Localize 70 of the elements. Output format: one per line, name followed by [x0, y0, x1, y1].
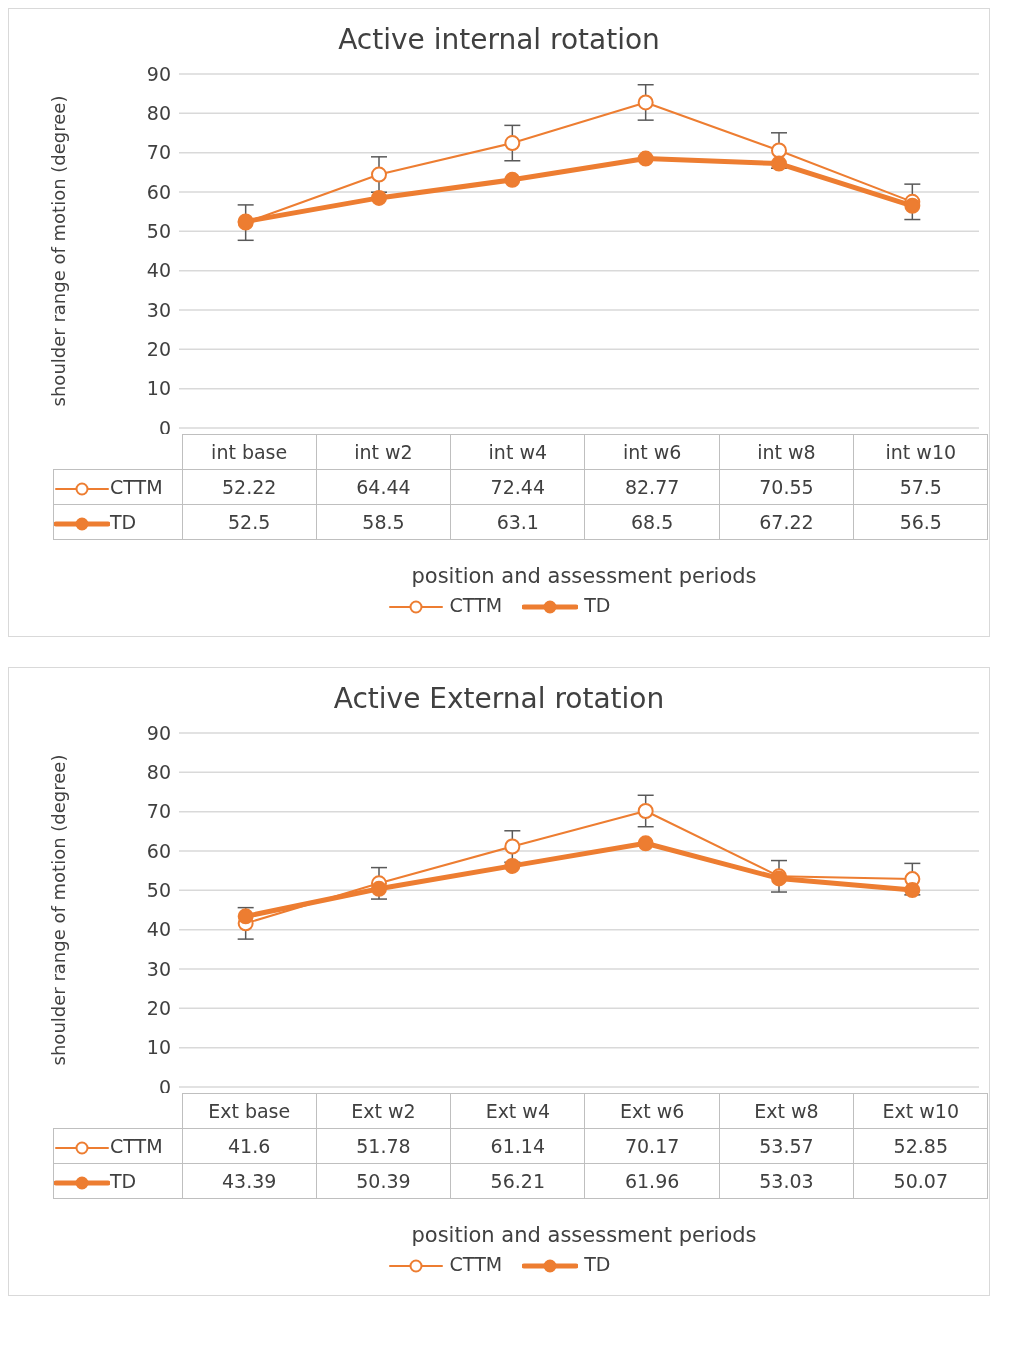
data-label: 61.96 — [584, 1163, 720, 1199]
data-label: 58.5 — [316, 504, 451, 540]
x-tick-label: Ext w4 — [450, 1093, 585, 1129]
data-label: 52.85 — [853, 1128, 988, 1164]
y-tick-label: 80 — [146, 761, 171, 784]
data-label: 50.07 — [853, 1163, 988, 1199]
y-tick-label: 60 — [146, 180, 171, 203]
chart-title: Active External rotation — [332, 682, 666, 715]
chart-title: Active internal rotation — [337, 23, 661, 56]
y-tick-label: 90 — [146, 721, 171, 744]
data-label: 50.39 — [316, 1163, 451, 1199]
data-label: 70.55 — [719, 469, 854, 505]
y-tick-label: 70 — [146, 141, 171, 164]
x-axis-title: position and assessment periods — [410, 564, 758, 588]
x-axis-title: position and assessment periods — [410, 1223, 758, 1247]
x-tick-label: int w4 — [450, 434, 585, 470]
x-tick-label: Ext w2 — [316, 1093, 451, 1129]
x-tick-label: Ext w6 — [584, 1093, 720, 1129]
y-tick-label: 30 — [146, 957, 171, 980]
legend-label: TD — [53, 1163, 182, 1199]
y-tick-label: 20 — [146, 997, 171, 1020]
data-label: 64.44 — [316, 469, 451, 505]
x-tick-label: int w2 — [316, 434, 451, 470]
data-label: 52.5 — [182, 504, 317, 540]
y-tick-label: 50 — [146, 879, 171, 902]
x-tick-label: int w10 — [853, 434, 988, 470]
x-tick-label: Ext w8 — [719, 1093, 854, 1129]
text: CTTM — [449, 1253, 503, 1275]
y-tick-label: 20 — [146, 338, 171, 361]
text: CTTM — [449, 594, 503, 616]
data-label: 52.22 — [182, 469, 317, 505]
y-axis-title: shoulder range of motion (degree) — [48, 95, 70, 407]
data-label: 43.39 — [182, 1163, 317, 1199]
data-label: 53.57 — [719, 1128, 854, 1164]
y-tick-label: 60 — [146, 839, 171, 862]
text: TD — [584, 594, 611, 616]
data-label: 61.14 — [450, 1128, 585, 1164]
y-tick-label: 0 — [158, 1075, 171, 1098]
y-tick-label: 90 — [146, 62, 171, 85]
legend-label: CTTM — [53, 469, 182, 505]
data-label: 68.5 — [584, 504, 720, 540]
data-label: 53.03 — [719, 1163, 854, 1199]
data-label: 82.77 — [584, 469, 720, 505]
data-label: 70.17 — [584, 1128, 720, 1164]
data-label: 41.6 — [182, 1128, 317, 1164]
data-label: 72.44 — [450, 469, 585, 505]
x-tick-label: int w8 — [719, 434, 854, 470]
y-tick-label: 40 — [146, 918, 171, 941]
data-label: 56.5 — [853, 504, 988, 540]
data-label: 51.78 — [316, 1128, 451, 1164]
y-tick-label: 50 — [146, 220, 171, 243]
x-tick-label: Ext base — [182, 1093, 317, 1129]
x-tick-label: int w6 — [584, 434, 720, 470]
y-tick-label: 30 — [146, 298, 171, 321]
y-tick-label: 80 — [146, 102, 171, 125]
data-label: 67.22 — [719, 504, 854, 540]
data-label: 57.5 — [853, 469, 988, 505]
x-tick-label: int base — [182, 434, 317, 470]
y-axis-title: shoulder range of motion (degree) — [48, 754, 70, 1066]
legend-label: CTTM — [53, 1128, 182, 1164]
y-tick-label: 70 — [146, 800, 171, 823]
x-tick-label: Ext w10 — [853, 1093, 988, 1129]
y-tick-label: 40 — [146, 259, 171, 282]
y-tick-label: 10 — [146, 377, 171, 400]
y-tick-label: 10 — [146, 1036, 171, 1059]
text: TD — [584, 1253, 611, 1275]
data-label: 56.21 — [450, 1163, 585, 1199]
y-tick-label: 0 — [158, 416, 171, 439]
legend-label: TD — [53, 504, 182, 540]
data-label: 63.1 — [450, 504, 585, 540]
